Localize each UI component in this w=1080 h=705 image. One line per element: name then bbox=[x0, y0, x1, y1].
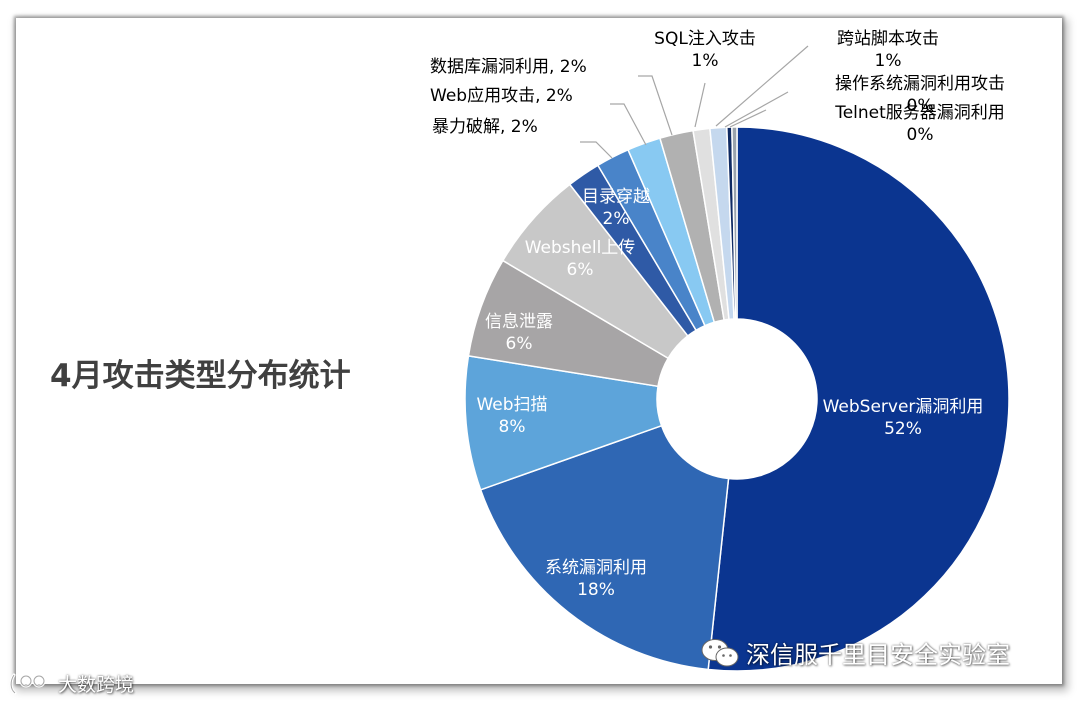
slice-label-value-4: 6% bbox=[506, 334, 533, 354]
slice-label-value-1: 52% bbox=[884, 419, 922, 439]
slice-label-value-12: 0% bbox=[907, 96, 934, 116]
leader-line-11 bbox=[715, 45, 809, 127]
slice-13 bbox=[731, 126, 738, 320]
slice-label-value-13: 0% bbox=[907, 125, 934, 145]
leader-line-8 bbox=[610, 103, 647, 146]
leader-line-9 bbox=[638, 75, 673, 136]
slice-label-value-3: 8% bbox=[499, 417, 526, 437]
leader-lines bbox=[580, 45, 809, 159]
watermark-left-text: 大数跨境 bbox=[58, 674, 135, 696]
chart-title: 4月攻击类型分布统计 bbox=[50, 358, 351, 394]
slice-label-name-5: Webshell上传 bbox=[525, 238, 636, 258]
slice-labels: WebServer漏洞利用52%系统漏洞利用18%Web扫描8%信息泄露6%We… bbox=[430, 29, 1005, 600]
slice-label-value-11: 1% bbox=[875, 51, 902, 71]
wechat-icon bbox=[701, 638, 739, 666]
slice-label-name-6: 目录穿越 bbox=[582, 187, 650, 207]
slice-1 bbox=[707, 126, 1010, 672]
slice-label-name-1: WebServer漏洞利用 bbox=[823, 397, 984, 417]
slice-label-name-4: 信息泄露 bbox=[485, 312, 553, 332]
leader-line-12 bbox=[724, 91, 789, 128]
leader-line-7 bbox=[580, 141, 613, 159]
watermark-dashu: 大数跨境 bbox=[8, 670, 134, 697]
logo-icon bbox=[9, 673, 46, 694]
slice-label-name-3: Web扫描 bbox=[476, 395, 547, 415]
watermark-right-text: 深信服千里目安全实验室 bbox=[746, 641, 1010, 669]
slice-label-value-6: 2% bbox=[603, 209, 630, 229]
slice-label-name-10: SQL注入攻击 bbox=[654, 29, 756, 49]
watermark-sangfor: 深信服千里目安全实验室 bbox=[700, 635, 1010, 670]
slice-group bbox=[464, 126, 1010, 672]
slice-label-name-11: 跨站脚本攻击 bbox=[837, 29, 939, 49]
slice-label-name-12: 操作系统漏洞利用攻击 bbox=[835, 74, 1005, 94]
leader-line-10 bbox=[694, 82, 706, 128]
slice-label-value-5: 6% bbox=[567, 260, 594, 280]
slice-label-name-13: Telnet服务器漏洞利用 bbox=[834, 103, 1005, 123]
slice-label-7: 暴力破解, 2% bbox=[432, 117, 538, 137]
slice-label-8: Web应用攻击, 2% bbox=[430, 86, 573, 106]
slice-label-9: 数据库漏洞利用, 2% bbox=[430, 57, 587, 77]
leader-line-13 bbox=[729, 109, 767, 128]
slice-label-value-10: 1% bbox=[692, 51, 719, 71]
slice-label-name-2: 系统漏洞利用 bbox=[545, 558, 647, 578]
slice-label-value-2: 18% bbox=[577, 580, 615, 600]
slice-2 bbox=[479, 424, 730, 671]
